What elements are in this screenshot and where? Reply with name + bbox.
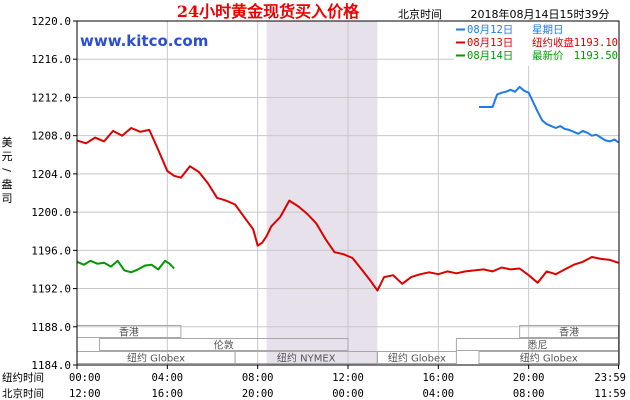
kitco-watermark: www.kitco.com [80, 32, 208, 50]
y-axis-ticks: 1220.0 1216.0 1212.0 1208.0 1204.0 1200.0 1196… [31, 15, 77, 372]
x-tick-label-bj: 20:00 [242, 388, 274, 400]
y-tick-label: 1204.0 [31, 168, 71, 181]
x-tick-label-ny: 16:00 [423, 372, 455, 384]
x-tick-label-bj: 16:00 [152, 388, 184, 400]
legend-desc: 最新价 [532, 49, 564, 62]
y-axis-label-char: 盎 [2, 177, 13, 191]
chart-title: 24小时黄金现货买入价格 [177, 2, 360, 21]
y-tick-label: 1200.0 [31, 206, 71, 219]
x-tick-label-bj: 11:59 [594, 388, 626, 400]
y-tick-label: 1216.0 [31, 53, 71, 66]
session-label: 纽约 NYMEX [277, 352, 336, 365]
session-label: 纽约 Globex [127, 352, 185, 365]
legend-desc: 纽约收盘 [532, 36, 574, 49]
legend-date: 08月12日 [467, 24, 513, 36]
x-tick-label-ny: 08:00 [242, 372, 274, 384]
session-label: 伦敦 [214, 339, 234, 352]
y-tick-label: 1208.0 [31, 130, 71, 143]
session-label: 纽约 Globex [388, 352, 446, 365]
legend-desc: 星期日 [532, 24, 564, 36]
legend: 08月12日 星期日 08月13日 纽约收盘 1193.10 08月14日 最新价 1193.… [454, 22, 618, 66]
session-label: 纽约 Globex [520, 352, 578, 365]
y-axis-label-char: 司 [2, 192, 13, 205]
y-tick-label: 1196.0 [31, 244, 71, 257]
timestamp: 2018年08月14日15时39分 [471, 7, 610, 21]
y-axis-label-char: / [0, 168, 13, 172]
y-axis-label: 美元 / 盎司 [0, 136, 13, 205]
legend-date: 08月13日 [467, 37, 513, 49]
session-label: 香港 [559, 327, 579, 339]
y-tick-label: 1188.0 [31, 321, 71, 334]
x-tick-label-ny: 23:59 [594, 372, 626, 384]
session-label: 悉尼 [527, 340, 547, 352]
y-tick-label: 1212.0 [31, 91, 71, 104]
legend-value: 1193.10 [574, 37, 618, 49]
session-label: 香港 [119, 327, 139, 339]
x-axis-row-label-bj: 北京时间 [2, 387, 44, 400]
legend-date: 08月14日 [467, 50, 513, 62]
x-tick-label-ny: 00:00 [69, 372, 101, 384]
x-tick-label-bj: 08:00 [513, 388, 545, 400]
x-tick-label-bj: 00:00 [332, 388, 364, 400]
x-tick-label-bj: 12:00 [69, 388, 101, 400]
nymex-shaded-band [267, 21, 378, 365]
x-tick-label-ny: 12:00 [332, 372, 364, 384]
legend-value: 1193.50 [574, 50, 618, 62]
y-tick-label: 1184.0 [31, 359, 71, 372]
y-tick-label: 1220.0 [31, 15, 71, 28]
y-axis-label-char: 元 [2, 150, 13, 163]
x-tick-label-ny: 20:00 [513, 372, 545, 384]
x-axis-row-label-ny: 纽约时间 [2, 371, 44, 384]
y-axis-label-char: 美 [2, 136, 13, 149]
x-tick-label-ny: 04:00 [152, 372, 184, 384]
x-tick-label-bj: 04:00 [423, 388, 455, 400]
y-tick-label: 1192.0 [31, 283, 71, 296]
timezone-label: 北京时间 [398, 7, 442, 21]
